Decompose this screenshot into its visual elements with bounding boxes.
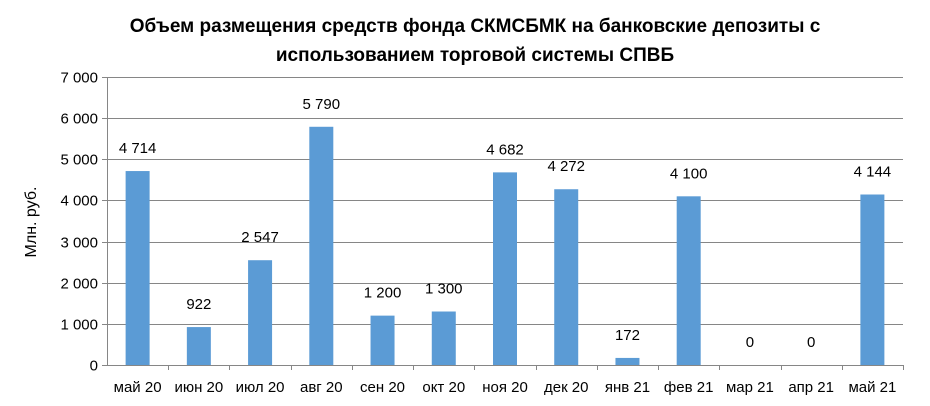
data-label: 4 682 [486,141,524,158]
x-tick-label: июн 20 [174,379,223,396]
data-label: 4 714 [119,140,157,157]
chart-title-line-1: Объем размещения средств фонда СКМСБМК н… [129,16,821,37]
bar-9 [615,357,640,365]
x-tick-label: май 21 [848,379,896,396]
bar-4 [309,126,334,365]
x-tick-label: май 20 [114,379,162,396]
y-tick-label: 5 000 [60,152,98,169]
data-label: 172 [615,327,640,344]
y-tick-label: 7 000 [60,70,98,87]
y-tick-label: 3 000 [60,235,98,252]
data-label: 1 200 [364,285,402,302]
y-tick-label: 4 000 [60,193,98,210]
y-tick-label: 1 000 [60,317,98,334]
chart-title-line-2: использованием торговой системы СПВБ [275,45,675,66]
data-label: 1 300 [425,281,463,298]
y-tick-label: 2 000 [60,276,98,293]
data-label: 4 100 [670,165,708,182]
bar-7 [493,172,517,365]
x-tick-label: сен 20 [360,379,405,396]
data-label: 2 547 [241,229,279,246]
chart-title: Объем размещения средств фонда СКМСБМК н… [60,12,890,70]
bar-6 [431,311,456,365]
x-tick-label: окт 20 [422,379,465,396]
x-tick-label: авг 20 [300,379,343,396]
data-label: 922 [186,296,211,313]
x-tick-label: апр 21 [788,379,834,396]
data-label: 4 272 [547,158,585,175]
x-tick-label: июл 20 [236,379,285,396]
y-tick-label: 0 [90,358,98,375]
x-tick-label: дек 20 [544,379,589,396]
bar-5 [370,315,395,365]
data-label: 4 144 [854,164,892,181]
x-tick-label: фев 21 [664,379,714,396]
x-tick-label: янв 21 [605,379,650,396]
bar-10 [676,196,701,365]
data-label: 0 [746,334,754,351]
bar-8 [554,189,579,365]
data-label: 0 [807,334,815,351]
y-tick-label: 6 000 [60,111,98,128]
x-tick-label: мар 21 [726,379,774,396]
bar-1 [125,171,150,365]
bar-13 [860,194,885,365]
data-label: 5 790 [303,96,341,113]
bar-3 [248,260,273,365]
bar-2 [186,327,211,365]
x-tick-label: ноя 20 [482,379,528,396]
